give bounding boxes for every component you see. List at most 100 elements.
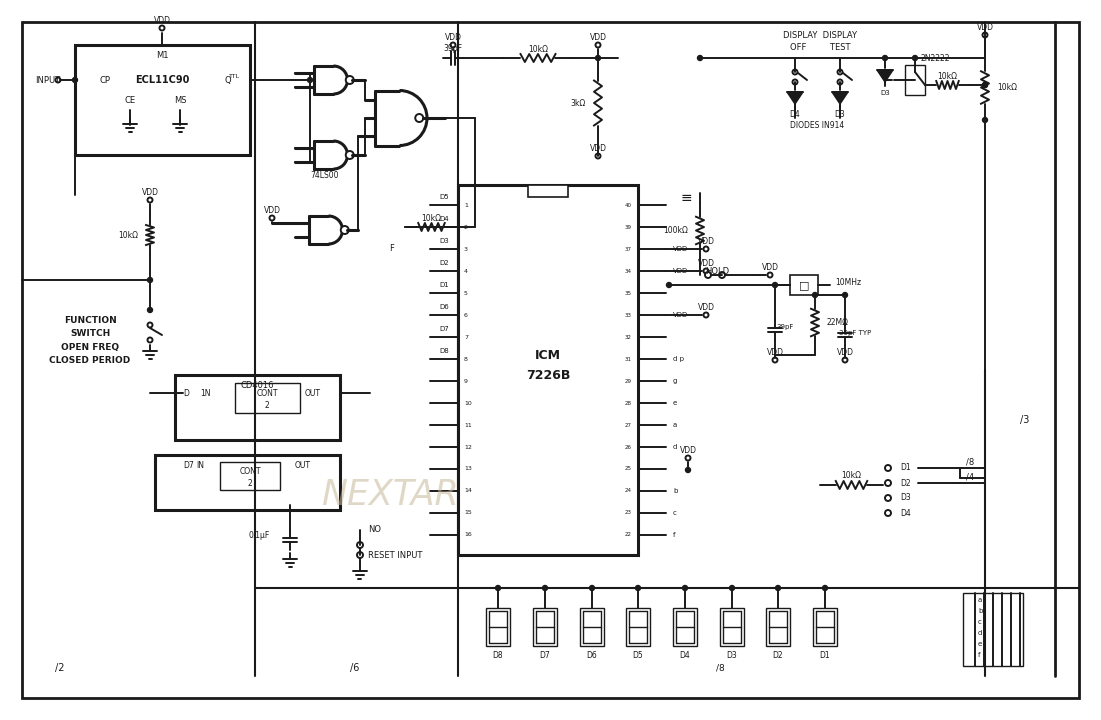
Text: VDD: VDD <box>673 268 688 274</box>
Circle shape <box>982 83 988 88</box>
Circle shape <box>773 282 777 287</box>
Text: D1: D1 <box>439 282 449 288</box>
Text: 8: 8 <box>464 356 468 361</box>
Circle shape <box>982 83 988 88</box>
Circle shape <box>822 585 828 590</box>
Text: /2: /2 <box>55 663 65 673</box>
Bar <box>626 608 650 646</box>
Text: d: d <box>673 444 677 450</box>
Circle shape <box>270 215 274 220</box>
Circle shape <box>982 117 988 122</box>
Text: MS: MS <box>174 96 186 104</box>
Bar <box>580 608 604 646</box>
Text: d p: d p <box>673 356 684 362</box>
Text: D3: D3 <box>727 650 738 660</box>
Text: 7: 7 <box>464 335 468 340</box>
Text: VDD: VDD <box>837 348 853 356</box>
Text: VDD: VDD <box>589 32 607 42</box>
Text: INPUT: INPUT <box>35 76 61 84</box>
Bar <box>720 608 744 646</box>
Bar <box>791 275 818 295</box>
Text: 10kΩ: 10kΩ <box>937 71 958 81</box>
Bar <box>905 65 925 95</box>
Text: VDD: VDD <box>589 143 607 153</box>
Text: f: f <box>673 532 676 538</box>
Bar <box>155 455 340 510</box>
Text: D6: D6 <box>439 304 449 310</box>
Text: 31: 31 <box>625 356 632 361</box>
Text: 1: 1 <box>464 202 468 207</box>
Text: 13: 13 <box>464 467 472 472</box>
Circle shape <box>704 269 709 274</box>
Text: /8: /8 <box>716 664 724 672</box>
Text: 10: 10 <box>464 400 471 405</box>
Text: SWITCH: SWITCH <box>69 328 110 338</box>
Text: D1: D1 <box>900 464 911 472</box>
Text: 2: 2 <box>248 479 252 487</box>
Text: a: a <box>978 597 982 603</box>
Text: CE: CE <box>124 96 135 104</box>
Text: /6: /6 <box>350 663 360 673</box>
Circle shape <box>885 465 891 471</box>
Circle shape <box>340 226 349 234</box>
Text: 5: 5 <box>464 290 468 295</box>
Circle shape <box>773 358 777 362</box>
Text: 34: 34 <box>625 269 632 274</box>
Text: OUT: OUT <box>305 389 321 397</box>
Circle shape <box>913 55 917 60</box>
Text: D3: D3 <box>880 90 890 96</box>
Text: OPEN FREQ: OPEN FREQ <box>61 343 119 351</box>
Text: IN: IN <box>196 461 204 469</box>
Text: M1: M1 <box>155 50 168 60</box>
Text: c: c <box>673 510 677 516</box>
Text: 22MΩ: 22MΩ <box>827 318 849 327</box>
Circle shape <box>838 79 842 84</box>
Text: 22: 22 <box>625 533 632 538</box>
Text: ≡: ≡ <box>680 191 691 205</box>
Circle shape <box>982 32 988 37</box>
Circle shape <box>148 323 153 328</box>
Text: 32: 32 <box>625 335 632 340</box>
Text: VDD: VDD <box>977 22 993 32</box>
Text: OUT: OUT <box>295 461 310 469</box>
Text: 7226B: 7226B <box>526 369 570 382</box>
Circle shape <box>148 338 153 343</box>
Text: VDD: VDD <box>142 187 159 197</box>
Bar <box>963 593 1023 666</box>
Bar <box>458 185 637 555</box>
Circle shape <box>767 272 773 277</box>
Text: RESET INPUT: RESET INPUT <box>368 551 422 559</box>
Circle shape <box>543 585 547 590</box>
Text: 74LS00: 74LS00 <box>310 171 339 179</box>
Circle shape <box>813 292 818 297</box>
Text: 15: 15 <box>464 510 471 516</box>
Text: 26: 26 <box>625 444 632 449</box>
Text: 10kΩ: 10kΩ <box>422 214 442 222</box>
Text: 24: 24 <box>625 488 632 493</box>
Text: VDD: VDD <box>766 348 784 356</box>
Text: g: g <box>673 378 677 384</box>
Circle shape <box>793 70 797 74</box>
Bar <box>813 608 837 646</box>
Circle shape <box>683 585 687 590</box>
Text: D4: D4 <box>789 109 800 119</box>
Text: 29: 29 <box>625 379 632 384</box>
Text: e: e <box>978 641 982 647</box>
Circle shape <box>719 272 724 278</box>
Text: DIODES IN914: DIODES IN914 <box>789 120 844 130</box>
Circle shape <box>73 78 77 83</box>
Text: 39pF TYP: 39pF TYP <box>839 330 871 336</box>
Text: D: D <box>183 389 189 397</box>
Text: F: F <box>390 243 394 253</box>
Circle shape <box>635 585 641 590</box>
Text: 39pF: 39pF <box>444 43 462 53</box>
Bar <box>220 462 280 490</box>
Circle shape <box>885 480 891 486</box>
Text: 35: 35 <box>625 290 632 295</box>
Bar <box>533 608 557 646</box>
Text: VDD: VDD <box>673 246 688 252</box>
Text: 11: 11 <box>464 423 471 428</box>
Text: e: e <box>673 400 677 406</box>
Text: 39: 39 <box>625 225 632 230</box>
Text: 2: 2 <box>264 400 270 410</box>
